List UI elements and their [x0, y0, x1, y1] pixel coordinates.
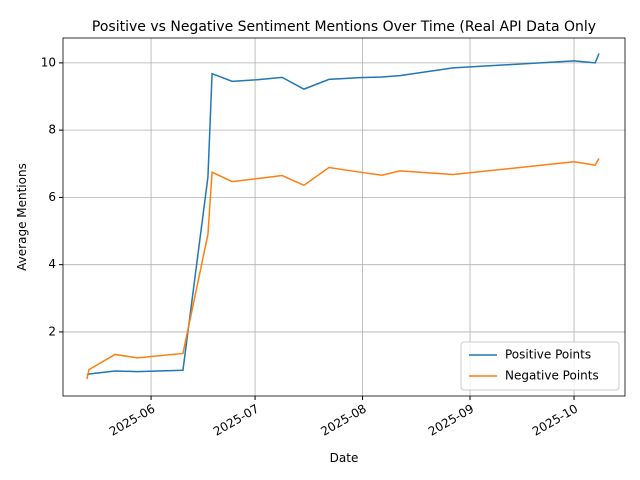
x-tick-label: 2025-09: [426, 402, 476, 439]
y-tick-label: 8: [48, 123, 56, 137]
y-tick-label: 6: [48, 190, 56, 204]
x-tick-label: 2025-08: [318, 402, 368, 439]
x-tick-label: 2025-07: [211, 402, 261, 439]
y-axis-label: Average Mentions: [15, 163, 29, 271]
y-tick-label: 4: [48, 257, 56, 271]
legend-label: Negative Points: [505, 369, 599, 383]
legend-label: Positive Points: [505, 348, 591, 362]
legend: Positive Points Negative Points: [460, 341, 620, 391]
data-line: [86, 158, 600, 380]
y-tick-label: 10: [41, 55, 56, 69]
legend-box: [460, 341, 620, 391]
x-tick-label: 2025-06: [107, 402, 157, 439]
y-tick-label: 2: [48, 324, 56, 338]
plot-frame: [62, 37, 626, 397]
data-line: [86, 53, 600, 376]
x-tick-label: 2025-10: [530, 402, 580, 439]
x-axis-label: Date: [330, 451, 359, 465]
chart-title: Positive vs Negative Sentiment Mentions …: [92, 19, 596, 35]
